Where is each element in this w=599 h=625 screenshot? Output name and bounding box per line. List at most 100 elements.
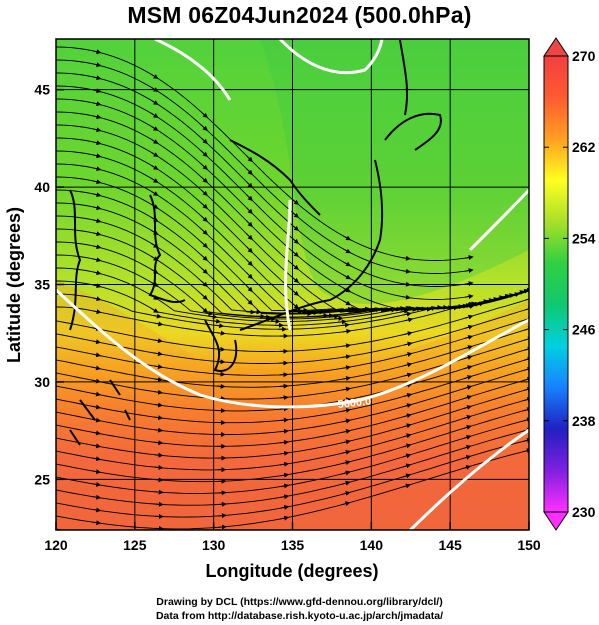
streamline-arrow — [246, 220, 253, 228]
streamline-arrow — [92, 391, 102, 397]
streamline-arrow — [92, 88, 102, 94]
streamline-arrow — [402, 453, 412, 459]
streamline-arrow — [524, 306, 529, 312]
colorbar-tick-label: 270 — [572, 48, 596, 64]
primorye-coast — [229, 139, 321, 216]
streamline-arrow — [340, 322, 350, 328]
streamline-arrow — [154, 452, 164, 458]
streamline-arrow — [200, 163, 208, 170]
streamline — [56, 328, 529, 388]
streamline-arrow — [403, 331, 413, 337]
streamline-arrow — [92, 494, 102, 500]
streamline-arrow — [401, 281, 411, 287]
streamline-arrow — [402, 463, 412, 469]
streamline-arrow — [92, 192, 102, 198]
colorbar-tick-label: 238 — [572, 413, 596, 429]
streamline-arrow — [462, 425, 472, 430]
x-tick-label: 150 — [517, 537, 541, 553]
streamline-arrow — [92, 352, 102, 358]
streamline-arrow — [92, 404, 102, 410]
streamline-arrow — [342, 418, 351, 424]
streamline-arrow — [200, 293, 208, 300]
streamline-arrow — [246, 194, 253, 202]
streamline-arrow — [342, 274, 352, 280]
x-tick-label: 145 — [438, 537, 462, 553]
streamline-arrow — [92, 166, 102, 172]
x-tick-label: 140 — [360, 537, 384, 553]
streamline-arrow — [524, 346, 529, 352]
streamline-arrow — [92, 101, 102, 107]
streamline-arrow — [526, 289, 529, 292]
streamline — [56, 429, 529, 506]
streamline-arrow — [92, 283, 102, 289]
streamline-arrow — [462, 434, 472, 440]
streamline-arrow — [291, 198, 299, 206]
sakhalin-coast — [399, 39, 409, 116]
streamline-arrow — [403, 403, 412, 409]
streamline-arrow — [150, 86, 159, 92]
streamline-arrow — [92, 114, 102, 120]
contour-5700 — [408, 428, 529, 530]
colorbar: 230 238 246 254 262 270 — [543, 37, 596, 531]
streamline-arrow — [341, 470, 351, 476]
streamline-arrow — [403, 393, 413, 398]
wind-streamlines — [56, 46, 529, 536]
streamline-arrow — [462, 455, 472, 460]
streamline-arrow — [463, 405, 472, 410]
streamline-arrow — [402, 433, 412, 439]
x-tick-label: 135 — [281, 537, 305, 553]
streamline-arrow — [342, 248, 352, 254]
streamline-arrow — [280, 461, 290, 467]
streamline-arrow — [342, 408, 352, 413]
streamline-arrow — [403, 341, 413, 347]
streamline-arrow — [401, 294, 411, 300]
streamline-arrow — [402, 483, 411, 489]
hokkaido-coast — [384, 112, 442, 151]
streamline-arrow — [341, 460, 351, 466]
streamline-arrow — [404, 317, 414, 323]
streamline — [56, 368, 529, 435]
streamline-arrow — [150, 190, 159, 196]
streamline-arrow — [403, 362, 413, 368]
streamline — [56, 298, 529, 352]
streamline-arrow — [92, 535, 99, 536]
streamline-arrow — [464, 334, 474, 340]
streamline-arrow — [279, 406, 289, 412]
colorbar-bottom-triangle — [543, 511, 569, 531]
streamline-arrow — [92, 179, 102, 185]
streamline-arrow — [342, 365, 352, 371]
streamline-arrow — [92, 257, 102, 263]
streamline-arrow — [92, 218, 102, 224]
streamline-arrow — [463, 415, 472, 420]
streamline-arrow — [523, 287, 529, 293]
streamline-arrow — [337, 319, 347, 325]
streamline-arrow — [464, 255, 474, 261]
streamline-arrow — [92, 62, 102, 68]
streamline-arrow — [200, 215, 208, 222]
colorbar-tick-label: 246 — [572, 322, 596, 338]
streamline-arrow — [200, 241, 208, 248]
streamline-arrow — [92, 378, 102, 384]
streamline-arrow — [150, 99, 159, 105]
streamline-arrow — [280, 450, 290, 456]
height-contours — [56, 39, 529, 530]
y-tick-label: 30 — [34, 374, 50, 390]
streamline-arrow — [341, 501, 351, 507]
streamline — [56, 85, 472, 300]
streamline-arrow — [217, 513, 227, 519]
streamline — [56, 98, 472, 311]
streamline-arrow — [523, 397, 529, 402]
streamline-arrow — [215, 323, 225, 329]
streamline-arrow — [150, 307, 159, 313]
streamline — [56, 439, 529, 518]
streamline-arrow — [462, 303, 472, 309]
streamline-arrow — [462, 444, 472, 450]
streamline-arrow — [217, 524, 227, 530]
streamline-arrow — [280, 439, 290, 445]
longitude-axis: 120 125 130 135 140 145 150 — [44, 522, 541, 553]
contour-north — [278, 39, 384, 75]
streamline-arrow — [464, 281, 474, 287]
streamline-arrow — [92, 365, 102, 371]
streamline — [56, 358, 529, 424]
streamline-arrow — [401, 268, 411, 274]
